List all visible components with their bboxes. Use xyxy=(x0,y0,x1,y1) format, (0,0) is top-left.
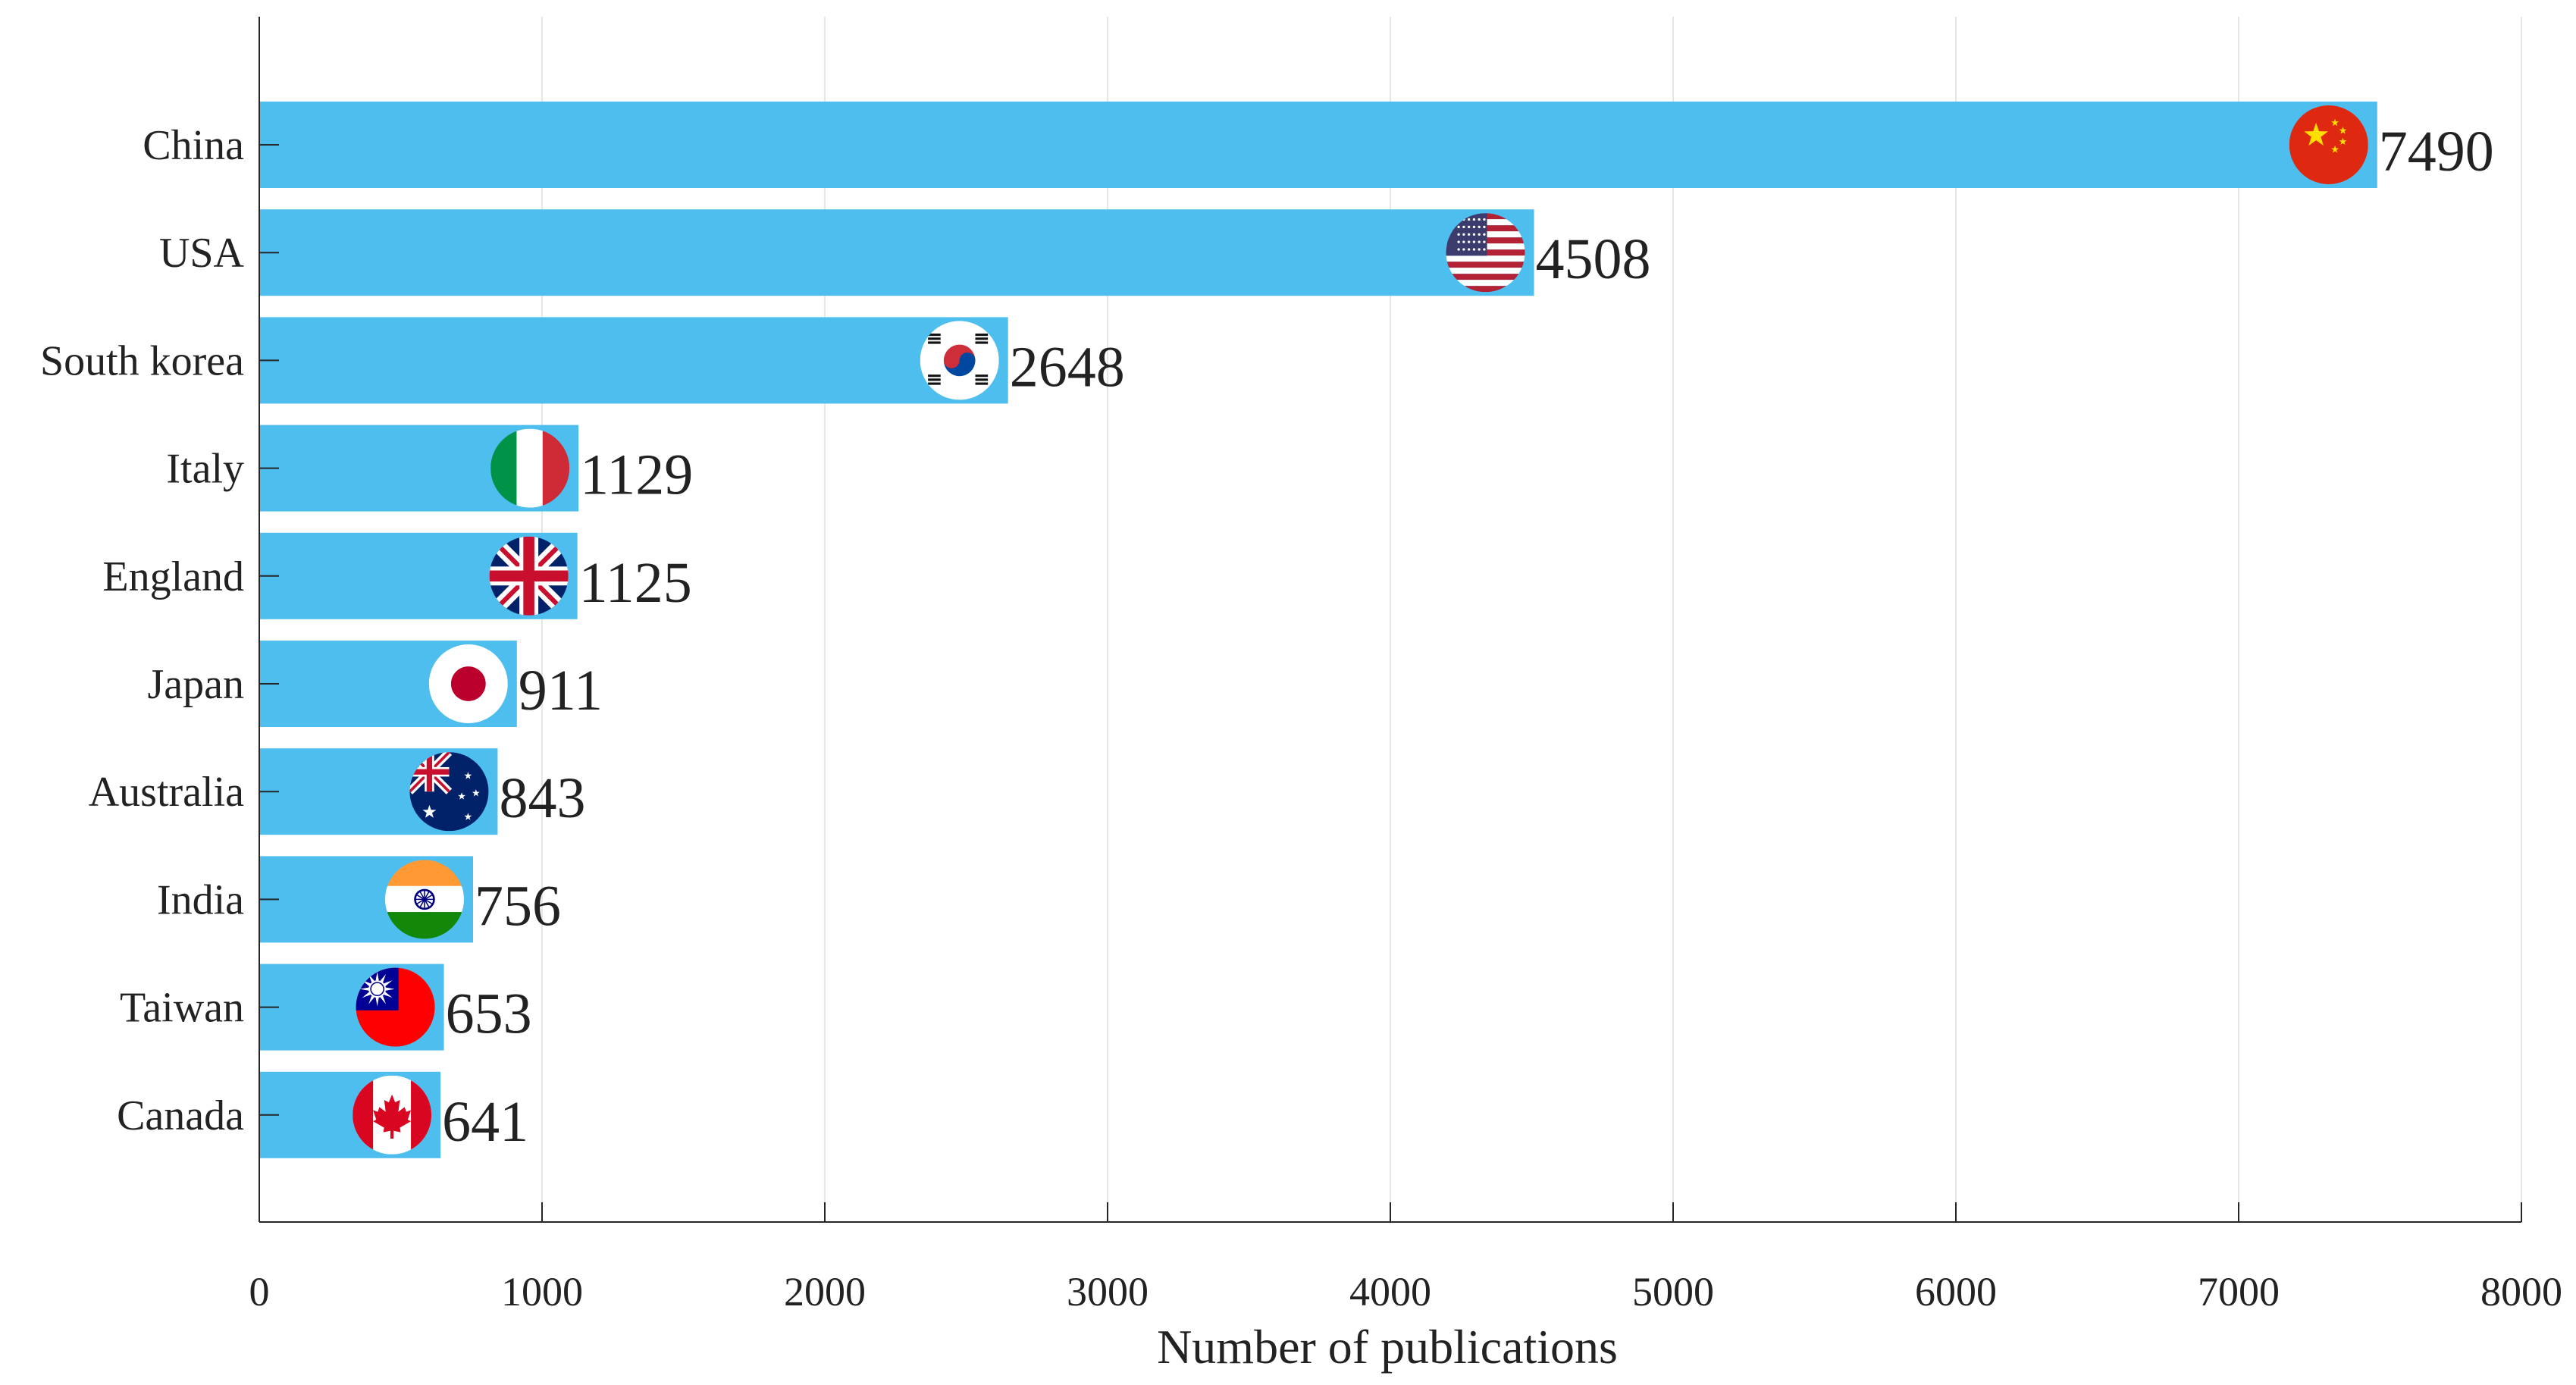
flag-england-icon xyxy=(489,536,569,616)
x-axis-label: Number of publications xyxy=(1157,1320,1618,1374)
x-tick-label: 3000 xyxy=(1067,1269,1149,1314)
y-tick-label: Australia xyxy=(89,769,244,816)
value-label: 641 xyxy=(442,1090,528,1154)
y-tick-label: Italy xyxy=(166,446,244,493)
flag-india-icon xyxy=(384,860,464,939)
x-tick-label: 6000 xyxy=(1915,1269,1997,1314)
y-tick-label: China xyxy=(143,122,244,169)
x-tick-label: 0 xyxy=(249,1269,270,1314)
value-label: 4508 xyxy=(1535,227,1650,291)
flag-canada-icon xyxy=(353,1075,432,1155)
x-tick-label: 7000 xyxy=(2198,1269,2280,1314)
value-label: 2648 xyxy=(1010,335,1125,399)
value-label: 756 xyxy=(475,874,561,938)
flag-usa-icon xyxy=(1446,213,1525,293)
value-label: 653 xyxy=(446,982,532,1046)
value-label: 1129 xyxy=(580,443,693,507)
y-tick-label: Canada xyxy=(117,1092,244,1139)
y-tick-label: India xyxy=(157,876,244,923)
y-tick-labels: China USA South korea Italy England Japan Aust… xyxy=(40,122,245,1139)
y-tick-label: Japan xyxy=(147,661,244,708)
axes xyxy=(259,17,2522,1223)
bar-china xyxy=(259,102,2377,188)
x-tick-labels: 0 1000 2000 3000 4000 5000 6000 7000 8000 xyxy=(249,1269,2563,1314)
value-label: 843 xyxy=(499,766,585,830)
x-tick-label: 5000 xyxy=(1632,1269,1714,1314)
flag-australia-icon xyxy=(409,752,489,832)
bar-usa xyxy=(259,209,1534,296)
bars xyxy=(259,102,2377,1158)
x-tick-label: 4000 xyxy=(1349,1269,1431,1314)
y-tick-label: South korea xyxy=(40,337,244,384)
bar-south-korea xyxy=(259,317,1008,404)
grid-lines xyxy=(541,17,2522,1222)
value-label: 7490 xyxy=(2379,120,2494,183)
value-label: 911 xyxy=(519,659,603,722)
flag-south-korea-icon xyxy=(920,321,999,400)
flag-japan-icon xyxy=(428,644,508,723)
value-labels: 7490 4508 2648 1129 1125 911 843 756 653 641 xyxy=(442,120,2494,1154)
x-tick-label: 1000 xyxy=(501,1269,583,1314)
flag-taiwan-icon xyxy=(356,967,435,1047)
x-tick-label: 2000 xyxy=(784,1269,866,1314)
y-tick-label: England xyxy=(102,553,244,600)
flag-italy-icon xyxy=(490,428,570,508)
y-tick-label: Taiwan xyxy=(120,985,244,1032)
y-tick-label: USA xyxy=(159,230,245,277)
flag-china-icon xyxy=(2289,105,2368,184)
value-label: 1125 xyxy=(579,551,692,615)
x-tick-label: 8000 xyxy=(2480,1269,2562,1314)
